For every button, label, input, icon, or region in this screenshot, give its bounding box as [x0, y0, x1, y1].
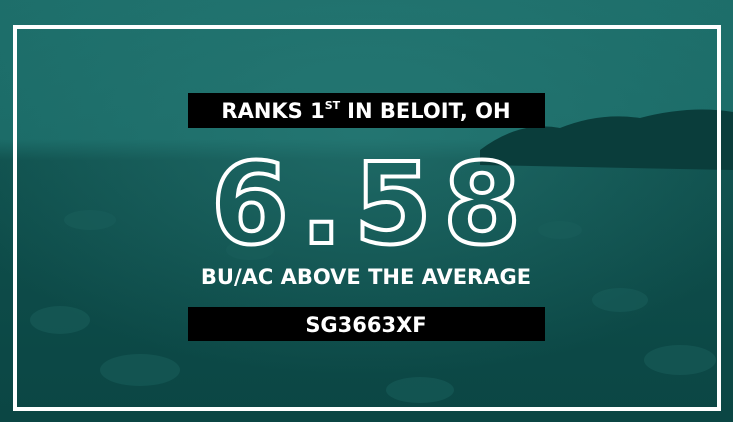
- rank-before: RANKS 1: [221, 99, 324, 123]
- rank-superscript: ST: [325, 99, 341, 112]
- rank-text: RANKS 1ST IN BELOIT, OH: [221, 99, 510, 123]
- tree-line: [480, 109, 733, 170]
- product-box: [188, 307, 545, 341]
- rank-after: IN BELOIT, OH: [347, 99, 510, 123]
- value: 6.58: [211, 140, 521, 270]
- rank-box: [188, 93, 545, 128]
- field-texture: [30, 210, 716, 403]
- unit-label: BU/AC ABOVE THE AVERAGE: [201, 265, 531, 289]
- product: SG3663XF: [305, 313, 426, 337]
- frame: [13, 25, 721, 411]
